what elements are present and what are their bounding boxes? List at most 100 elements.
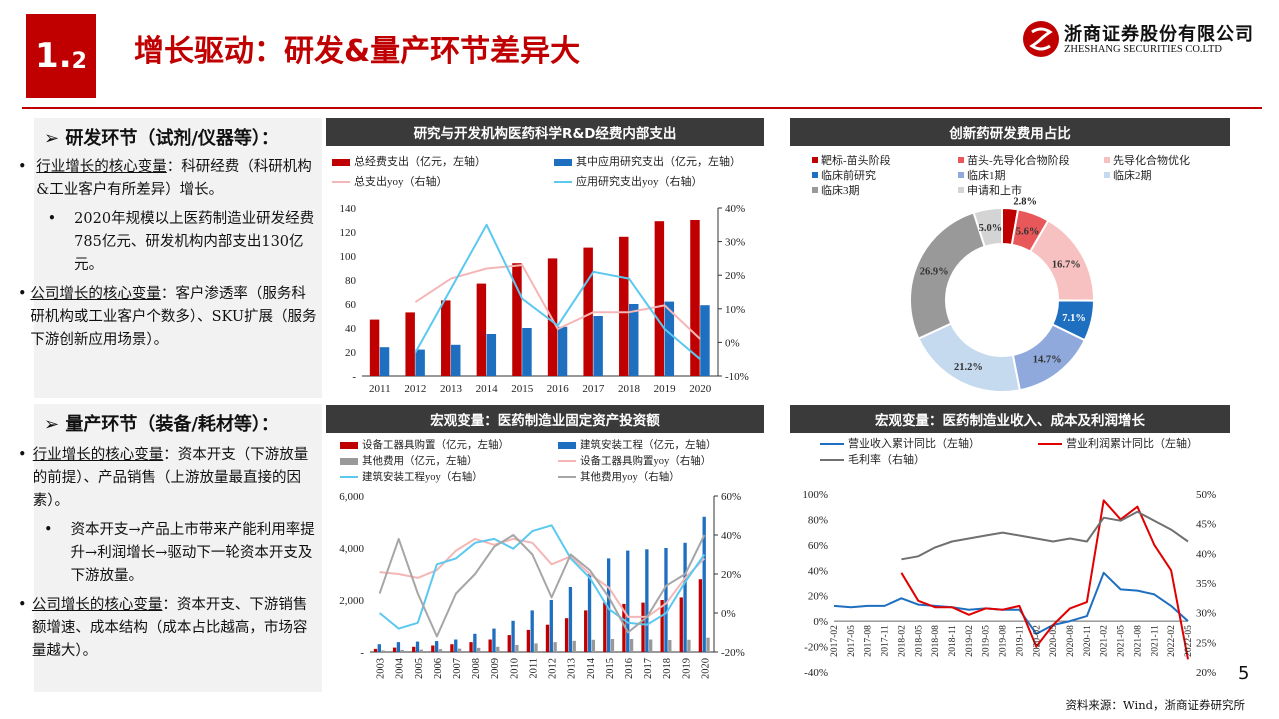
fai-legend-label: 建筑安装工程yoy（右轴） — [362, 470, 483, 483]
fai-legend-label: 设备工器具购置（亿元，左轴） — [362, 438, 509, 451]
rd-bar-其中应用研究支出 — [629, 304, 639, 376]
fai-bar-设备工器具购置 — [373, 648, 378, 652]
fai-bar-建筑安装工程 — [568, 587, 573, 652]
rd-bullets: • 行业增长的核心变量：科研经费（科研机构&工业客户有所差异）增长。 • 202… — [18, 156, 318, 352]
mp-sub-text: 资本开支→产品上市带来产能利用率提升→利润增长→驱动下一轮资本开支及下游放量。 — [70, 522, 315, 584]
fai-bar-建筑安装工程 — [492, 628, 496, 652]
rd-bar-总经费支出 — [441, 300, 451, 376]
rd-bar-其中应用研究支出 — [664, 301, 675, 376]
pie-slice-label: 16.7% — [1052, 259, 1081, 270]
macro-yright-tick: 30% — [1196, 608, 1216, 620]
pie-slice-label: 21.2% — [954, 362, 983, 373]
macro-x-tick: 2020-02 — [1032, 625, 1042, 657]
rd-yright-tick: 20% — [725, 270, 745, 282]
rd-heading: ➢ 研发环节（试剂/仪器等）： — [44, 128, 279, 149]
fai-bar-建筑安装工程 — [587, 574, 592, 652]
zheshang-logo-icon — [1023, 21, 1059, 57]
rd-bullet-2-text: ：客户渗透率（服务科研机构或工业客户个数多）、SKU扩展（服务下游创新应用场景）… — [30, 286, 317, 348]
mp-bullet-1-text: ：资本开支（下游放量的前提）、产品销售（上游放量最直接的因素）。 — [32, 447, 309, 509]
rd-yright-tick: 0% — [725, 337, 740, 349]
logo-text-en: ZHESHANG SECURITIES CO.LTD — [1064, 44, 1222, 55]
macro-x-tick: 2017-11 — [881, 625, 891, 657]
mp-bullet-2-key: 公司增长的核心变量 — [31, 597, 163, 613]
fai-x-tick: 2014 — [586, 657, 597, 679]
macro-x-tick: 2021-08 — [1133, 625, 1143, 657]
macro-yleft-tick: 100% — [802, 489, 828, 501]
rd-line-应用研究支出yoy — [414, 223, 701, 360]
mp-bullets: • 行业增长的核心变量：资本开支（下游放量的前提）、产品销售（上游放量最直接的因… — [18, 444, 318, 663]
macro-x-tick: 2017-02 — [830, 625, 840, 657]
rd-bar-其中应用研究支出 — [593, 316, 603, 376]
section-badge: 1. 2 — [26, 14, 96, 98]
macro-x-tick: 2022-02 — [1167, 625, 1177, 657]
pie-chart-title: 创新药研发费用占比 — [790, 118, 1230, 146]
fai-x-tick: 2008 — [471, 658, 482, 679]
rd-chart-title: 研究与开发机构医药科学R&D经费内部支出 — [326, 118, 764, 146]
rd-bar-总经费支出 — [583, 247, 593, 376]
rd-yleft-tick: 140 — [340, 203, 357, 215]
rd-legend-label: 应用研究支出yoy（右轴） — [576, 174, 703, 188]
fai-bar-设备工器具购置 — [698, 579, 703, 652]
fai-yright-tick: 40% — [721, 530, 741, 542]
fai-yleft-tick: 2,000 — [339, 595, 364, 607]
fai-legend-label: 其他费用yoy（右轴） — [580, 470, 680, 483]
rd-yleft-tick: 60 — [345, 299, 357, 311]
fai-bar-其他费用 — [400, 649, 404, 652]
rd-x-tick: 2020 — [689, 383, 712, 395]
fai-x-tick: 2012 — [548, 658, 559, 679]
rd-yleft-tick: 80 — [345, 275, 357, 287]
fai-x-tick: 2016 — [624, 658, 635, 679]
fai-bar-建筑安装工程 — [626, 550, 630, 652]
rd-x-tick: 2014 — [476, 383, 499, 395]
macro-x-tick: 2020-08 — [1066, 625, 1076, 657]
rd-bullet-2-key: 公司增长的核心变量 — [30, 286, 161, 302]
macro-x-tick: 2017-05 — [847, 625, 857, 657]
macro-x-tick: 2020-11 — [1083, 625, 1093, 657]
fai-x-tick: 2015 — [605, 658, 616, 679]
fai-bar-设备工器具购置 — [488, 639, 492, 652]
fai-x-tick: 2009 — [490, 658, 501, 679]
fai-line-其他费用yoy — [378, 534, 706, 638]
fai-x-tick: 2018 — [662, 658, 673, 679]
macro-x-tick: 2018-11 — [948, 625, 958, 657]
macro-yleft-tick: 60% — [808, 540, 828, 552]
macro-x-tick: 2018-02 — [897, 625, 907, 657]
fai-yright-tick: 20% — [721, 569, 741, 581]
pie-legend-label: 临床1期 — [967, 168, 1006, 182]
pie-legend-swatch — [958, 187, 964, 193]
fai-bar-建筑安装工程 — [415, 641, 420, 652]
mp-bullet-1-key: 行业增长的核心变量 — [32, 447, 164, 463]
fai-bar-设备工器具购置 — [660, 600, 664, 652]
macro-line-毛利率 — [901, 510, 1189, 561]
fai-bar-其他费用 — [591, 639, 596, 652]
fai-bar-建筑安装工程 — [454, 639, 458, 652]
rd-bullet-1: • 行业增长的核心变量：科研经费（科研机构&工业客户有所差异）增长。 — [18, 159, 312, 198]
page-title: 增长驱动：研发&量产环节差异大 — [134, 34, 581, 69]
pie-legend-label: 临床前研究 — [821, 168, 876, 182]
macro-x-tick: 2018-08 — [931, 625, 941, 657]
fai-bar-其他费用 — [477, 647, 481, 652]
fai-bar-其他费用 — [457, 648, 462, 652]
fai-legend-swatch — [340, 442, 358, 449]
rd-yleft-tick: - — [352, 371, 356, 383]
fai-x-tick: 2013 — [567, 658, 578, 679]
source-note: 资料来源：Wind，浙商证券研究所 — [1065, 698, 1245, 712]
fai-bar-设备工器具购置 — [564, 618, 569, 652]
fai-bar-建筑安装工程 — [511, 620, 515, 652]
rd-x-tick: 2013 — [440, 383, 463, 395]
fai-bar-其他费用 — [381, 650, 385, 652]
fai-bar-设备工器具购置 — [431, 645, 435, 652]
fai-yright-tick: 60% — [721, 491, 741, 503]
fai-bar-其他费用 — [515, 644, 519, 652]
rd-sub-text: 2020年规模以上医药制造业研发经费785亿元、研发机构内部支出130亿元。 — [74, 211, 315, 273]
fai-bar-其他费用 — [649, 639, 653, 652]
fai-bar-其他费用 — [687, 639, 691, 652]
rd-bar-总经费支出 — [405, 312, 415, 376]
mp-sub-bullet: • 资本开支→产品上市带来产能利用率提升→利润增长→驱动下一轮资本开支及下游放量… — [18, 519, 318, 588]
rd-x-tick: 2016 — [547, 383, 570, 395]
rd-bar-总经费支出 — [547, 258, 558, 376]
mp-panel: ➢ 量产环节（装备/耗材等）： — [34, 404, 322, 692]
pie-slice-label: 5.6% — [1016, 227, 1040, 238]
pie-slice-label: 7.1% — [1062, 313, 1086, 324]
fai-bar-其他费用 — [610, 639, 615, 652]
